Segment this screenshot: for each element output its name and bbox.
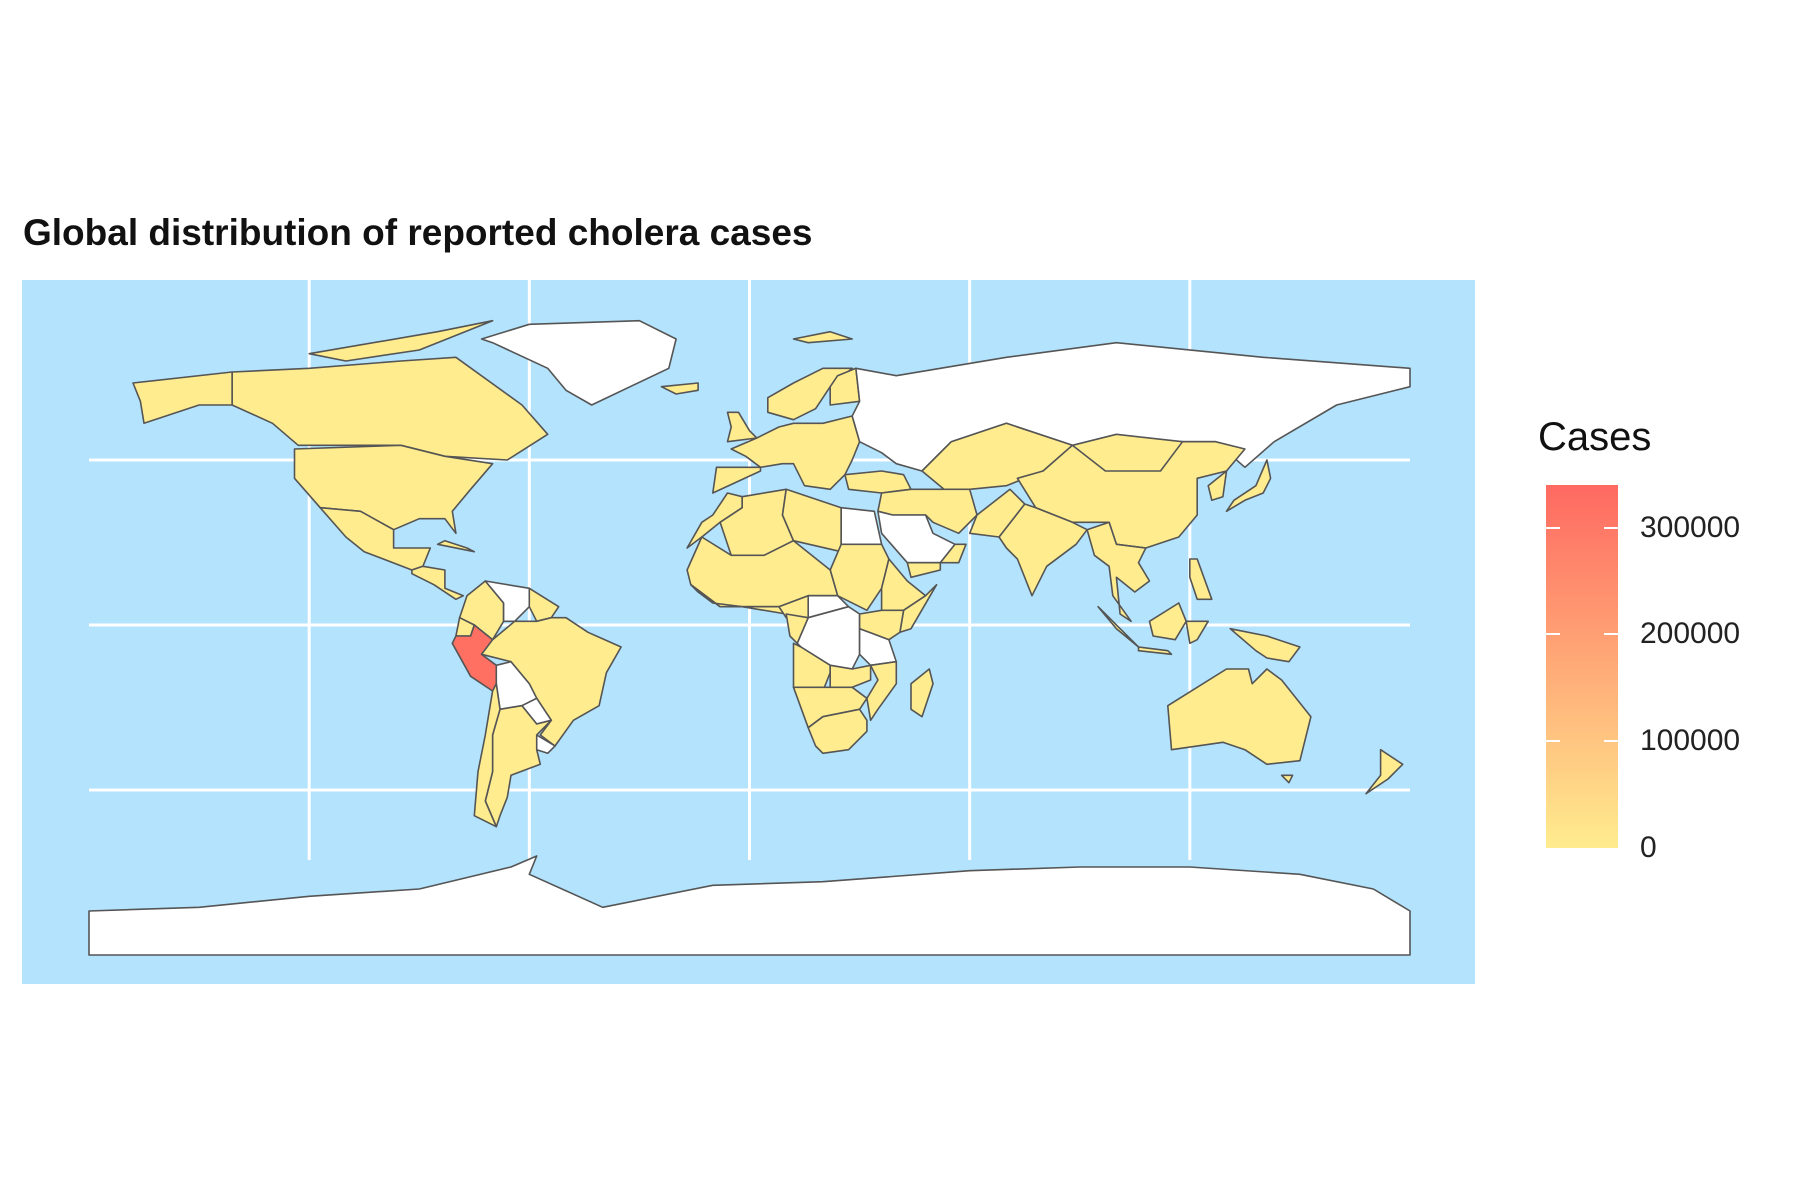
legend-tick-label: 300000	[1640, 510, 1741, 544]
legend: Cases 0 100000 200000 300000	[1538, 415, 1778, 864]
legend-tick-mark	[1546, 740, 1560, 743]
country-alaska[interactable]	[132, 371, 233, 425]
country-chile[interactable]	[473, 682, 501, 828]
country-mozambique[interactable]	[866, 660, 898, 722]
country-russia[interactable]	[851, 341, 1411, 472]
country-oman[interactable]	[939, 543, 967, 564]
country-south-africa[interactable]	[807, 708, 868, 755]
legend-tick-mark	[1546, 526, 1560, 529]
legend-title: Cases	[1538, 415, 1652, 459]
country-west-africa[interactable]	[689, 583, 788, 615]
country-turkey[interactable]	[844, 470, 912, 494]
legend-tick-mark	[1604, 526, 1618, 529]
country-canada[interactable]	[231, 356, 549, 461]
country-japan[interactable]	[1225, 459, 1272, 513]
legend-tick-mark	[1546, 633, 1560, 636]
legend-tick-label: 100000	[1640, 724, 1741, 758]
country-cuba[interactable]	[436, 539, 476, 553]
country-congo[interactable]	[785, 613, 810, 645]
country-libya[interactable]	[781, 488, 843, 553]
legend-tick-mark	[1604, 740, 1618, 743]
country-greenland[interactable]	[480, 319, 677, 406]
map-panel	[22, 280, 1475, 984]
country-southeast-asia[interactable]	[1086, 521, 1151, 623]
country-central-america[interactable]	[411, 565, 465, 601]
world-map	[22, 280, 1475, 984]
country-scandinavia[interactable]	[766, 367, 854, 421]
country-india[interactable]	[998, 503, 1088, 597]
legend-colorbar	[1546, 485, 1618, 848]
country-iceland[interactable]	[660, 382, 699, 395]
countries-layer	[88, 319, 1411, 956]
country-britain[interactable]	[726, 411, 758, 443]
country-java[interactable]	[1137, 646, 1173, 656]
country-mongolia[interactable]	[1071, 433, 1184, 472]
country-svalbard[interactable]	[792, 330, 854, 344]
country-yemen[interactable]	[906, 561, 942, 579]
country-korea[interactable]	[1207, 470, 1228, 502]
chart-title: Global distribution of reported cholera …	[23, 212, 813, 253]
legend-tick-label: 0	[1640, 831, 1657, 864]
country-mexico[interactable]	[319, 506, 432, 571]
country-borneo[interactable]	[1148, 602, 1187, 641]
country-philippines[interactable]	[1189, 558, 1213, 601]
country-new-guinea[interactable]	[1229, 627, 1301, 663]
country-indonesia-west[interactable]	[1097, 605, 1140, 648]
country-madagascar[interactable]	[910, 668, 934, 718]
legend-tick-label: 200000	[1640, 617, 1741, 651]
country-pakistan[interactable]	[968, 488, 1026, 538]
legend-tick-mark	[1604, 633, 1618, 636]
country-finland[interactable]	[829, 367, 861, 406]
country-sulawesi[interactable]	[1185, 620, 1209, 645]
country-australia[interactable]	[1167, 668, 1312, 766]
country-arctic-islands[interactable]	[308, 319, 494, 362]
country-tasmania[interactable]	[1280, 774, 1294, 784]
country-antarctica[interactable]	[88, 855, 1411, 956]
country-new-zealand[interactable]	[1365, 748, 1404, 795]
